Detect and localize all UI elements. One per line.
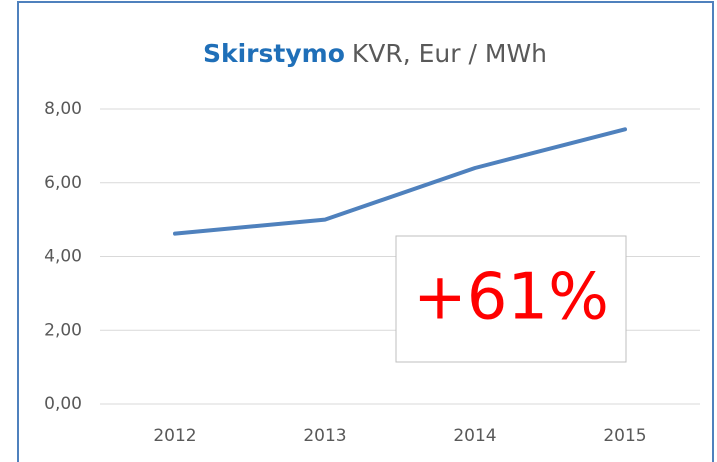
chart-frame	[17, 1, 714, 462]
y-tick-label: 0,00	[44, 394, 82, 414]
line	[173, 127, 627, 236]
x-tick-label: 2015	[603, 426, 646, 446]
x-tick-label: 2013	[303, 426, 346, 446]
annotation: +61%	[413, 261, 609, 335]
x-tick-label: 2014	[453, 426, 496, 446]
y-tick-label: 6,00	[44, 173, 82, 193]
chart-title: Skirstymo KVR, Eur / MWh	[203, 39, 547, 68]
y-tick-label: 2,00	[44, 320, 82, 340]
y-tick-label: 4,00	[44, 247, 82, 267]
title-emphasis: Skirstymo	[203, 39, 345, 68]
title-text: KVR, Eur / MWh	[352, 39, 547, 68]
x-tick-label: 2012	[153, 426, 196, 446]
y-tick-label: 8,00	[44, 99, 82, 119]
annotation-box	[395, 235, 627, 363]
